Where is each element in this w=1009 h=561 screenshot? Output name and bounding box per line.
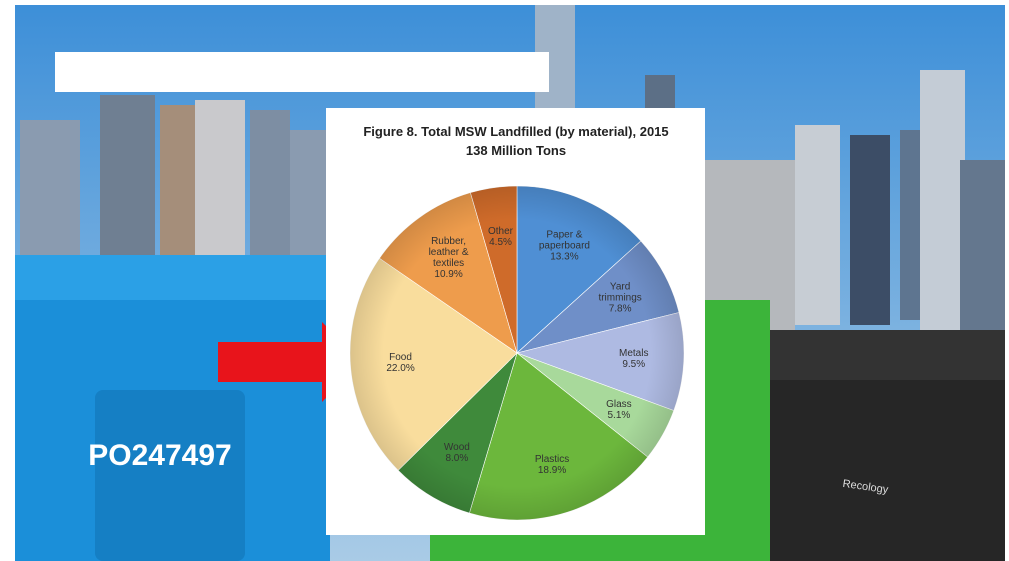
slice-label: Food 22.0% (356, 352, 446, 374)
category-label: Yard trimmings (598, 281, 642, 304)
value-label: 7.8% (608, 303, 632, 315)
slice-label: Wood 8.0% (412, 442, 502, 464)
value-label: 5.1% (607, 410, 631, 422)
slice-label: Yard trimmings 7.8% (575, 281, 665, 314)
bin-label: PO247497 (88, 439, 231, 472)
value-label: 4.5% (489, 237, 512, 249)
value-label: 10.9% (434, 269, 463, 281)
category-label: Glass (606, 399, 632, 411)
category-label: Plastics (534, 453, 570, 465)
category-label: Paper & paperboard (538, 229, 590, 252)
category-label: Rubber, leather & textiles (428, 236, 469, 270)
slice-label: Metals 9.5% (589, 348, 679, 370)
category-label: Wood (443, 442, 470, 454)
value-label: 9.5% (622, 359, 646, 371)
slice-label: Other 4.5% (456, 226, 546, 248)
category-label: Food (389, 352, 412, 364)
slice-label: Plastics 18.9% (507, 454, 597, 476)
value-label: 18.9% (537, 464, 567, 476)
blank-box (55, 52, 549, 92)
slice-label: Paper & paperboard 13.3% (519, 230, 609, 263)
value-label: 22.0% (386, 363, 415, 375)
chart-subtitle: 138 Million Tons (466, 143, 566, 158)
value-label: 13.3% (550, 251, 579, 263)
category-label: Other (488, 226, 514, 238)
slice-label: Glass 5.1% (574, 399, 664, 421)
slice-label: Rubber, leather & textiles 10.9% (404, 236, 494, 280)
value-label: 8.0% (445, 453, 469, 465)
category-label: Metals (618, 348, 649, 360)
chart-title: Figure 8. Total MSW Landfilled (by mater… (363, 124, 668, 139)
